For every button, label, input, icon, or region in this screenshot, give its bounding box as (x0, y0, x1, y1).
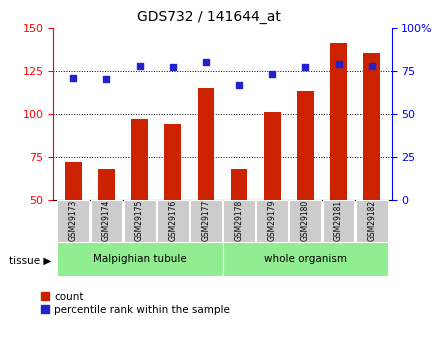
Text: GSM29174: GSM29174 (102, 200, 111, 242)
Text: GSM29177: GSM29177 (202, 200, 210, 242)
FancyBboxPatch shape (124, 200, 155, 242)
Point (235, 82, 243, 87)
Text: GSM29176: GSM29176 (168, 200, 177, 242)
FancyBboxPatch shape (157, 200, 189, 242)
FancyBboxPatch shape (356, 200, 388, 242)
Bar (131, 119, 148, 200)
Bar (65, 162, 81, 200)
FancyBboxPatch shape (57, 200, 89, 242)
FancyBboxPatch shape (290, 200, 321, 242)
Bar (165, 124, 181, 200)
FancyBboxPatch shape (256, 200, 288, 242)
Text: GSM29179: GSM29179 (268, 200, 277, 242)
Bar (297, 91, 314, 200)
Text: tissue ▶: tissue ▶ (9, 256, 51, 265)
Text: GSM29182: GSM29182 (367, 200, 376, 242)
Text: GDS732 / 141644_at: GDS732 / 141644_at (137, 10, 281, 24)
Point (335, 61, 342, 67)
FancyBboxPatch shape (323, 200, 355, 242)
FancyBboxPatch shape (222, 241, 388, 276)
Bar (264, 112, 280, 200)
Text: GSM29178: GSM29178 (235, 200, 243, 242)
Point (368, 63, 375, 68)
Point (136, 63, 143, 68)
Point (202, 59, 210, 65)
Point (70, 75, 77, 80)
Bar (231, 169, 247, 200)
Bar (364, 53, 380, 200)
Point (269, 71, 276, 77)
Text: GSM29173: GSM29173 (69, 200, 78, 242)
Text: Malpighian tubule: Malpighian tubule (93, 254, 186, 264)
Legend: count, percentile rank within the sample: count, percentile rank within the sample (41, 292, 230, 315)
Point (302, 65, 309, 70)
FancyBboxPatch shape (223, 200, 255, 242)
Point (103, 77, 110, 82)
FancyBboxPatch shape (190, 200, 222, 242)
Bar (198, 88, 214, 200)
Point (169, 65, 176, 70)
FancyBboxPatch shape (90, 200, 122, 242)
Bar (98, 169, 115, 200)
FancyBboxPatch shape (57, 241, 222, 276)
Text: GSM29180: GSM29180 (301, 200, 310, 242)
Text: whole organism: whole organism (264, 254, 347, 264)
Bar (330, 43, 347, 200)
Text: GSM29175: GSM29175 (135, 200, 144, 242)
Text: GSM29181: GSM29181 (334, 200, 343, 242)
